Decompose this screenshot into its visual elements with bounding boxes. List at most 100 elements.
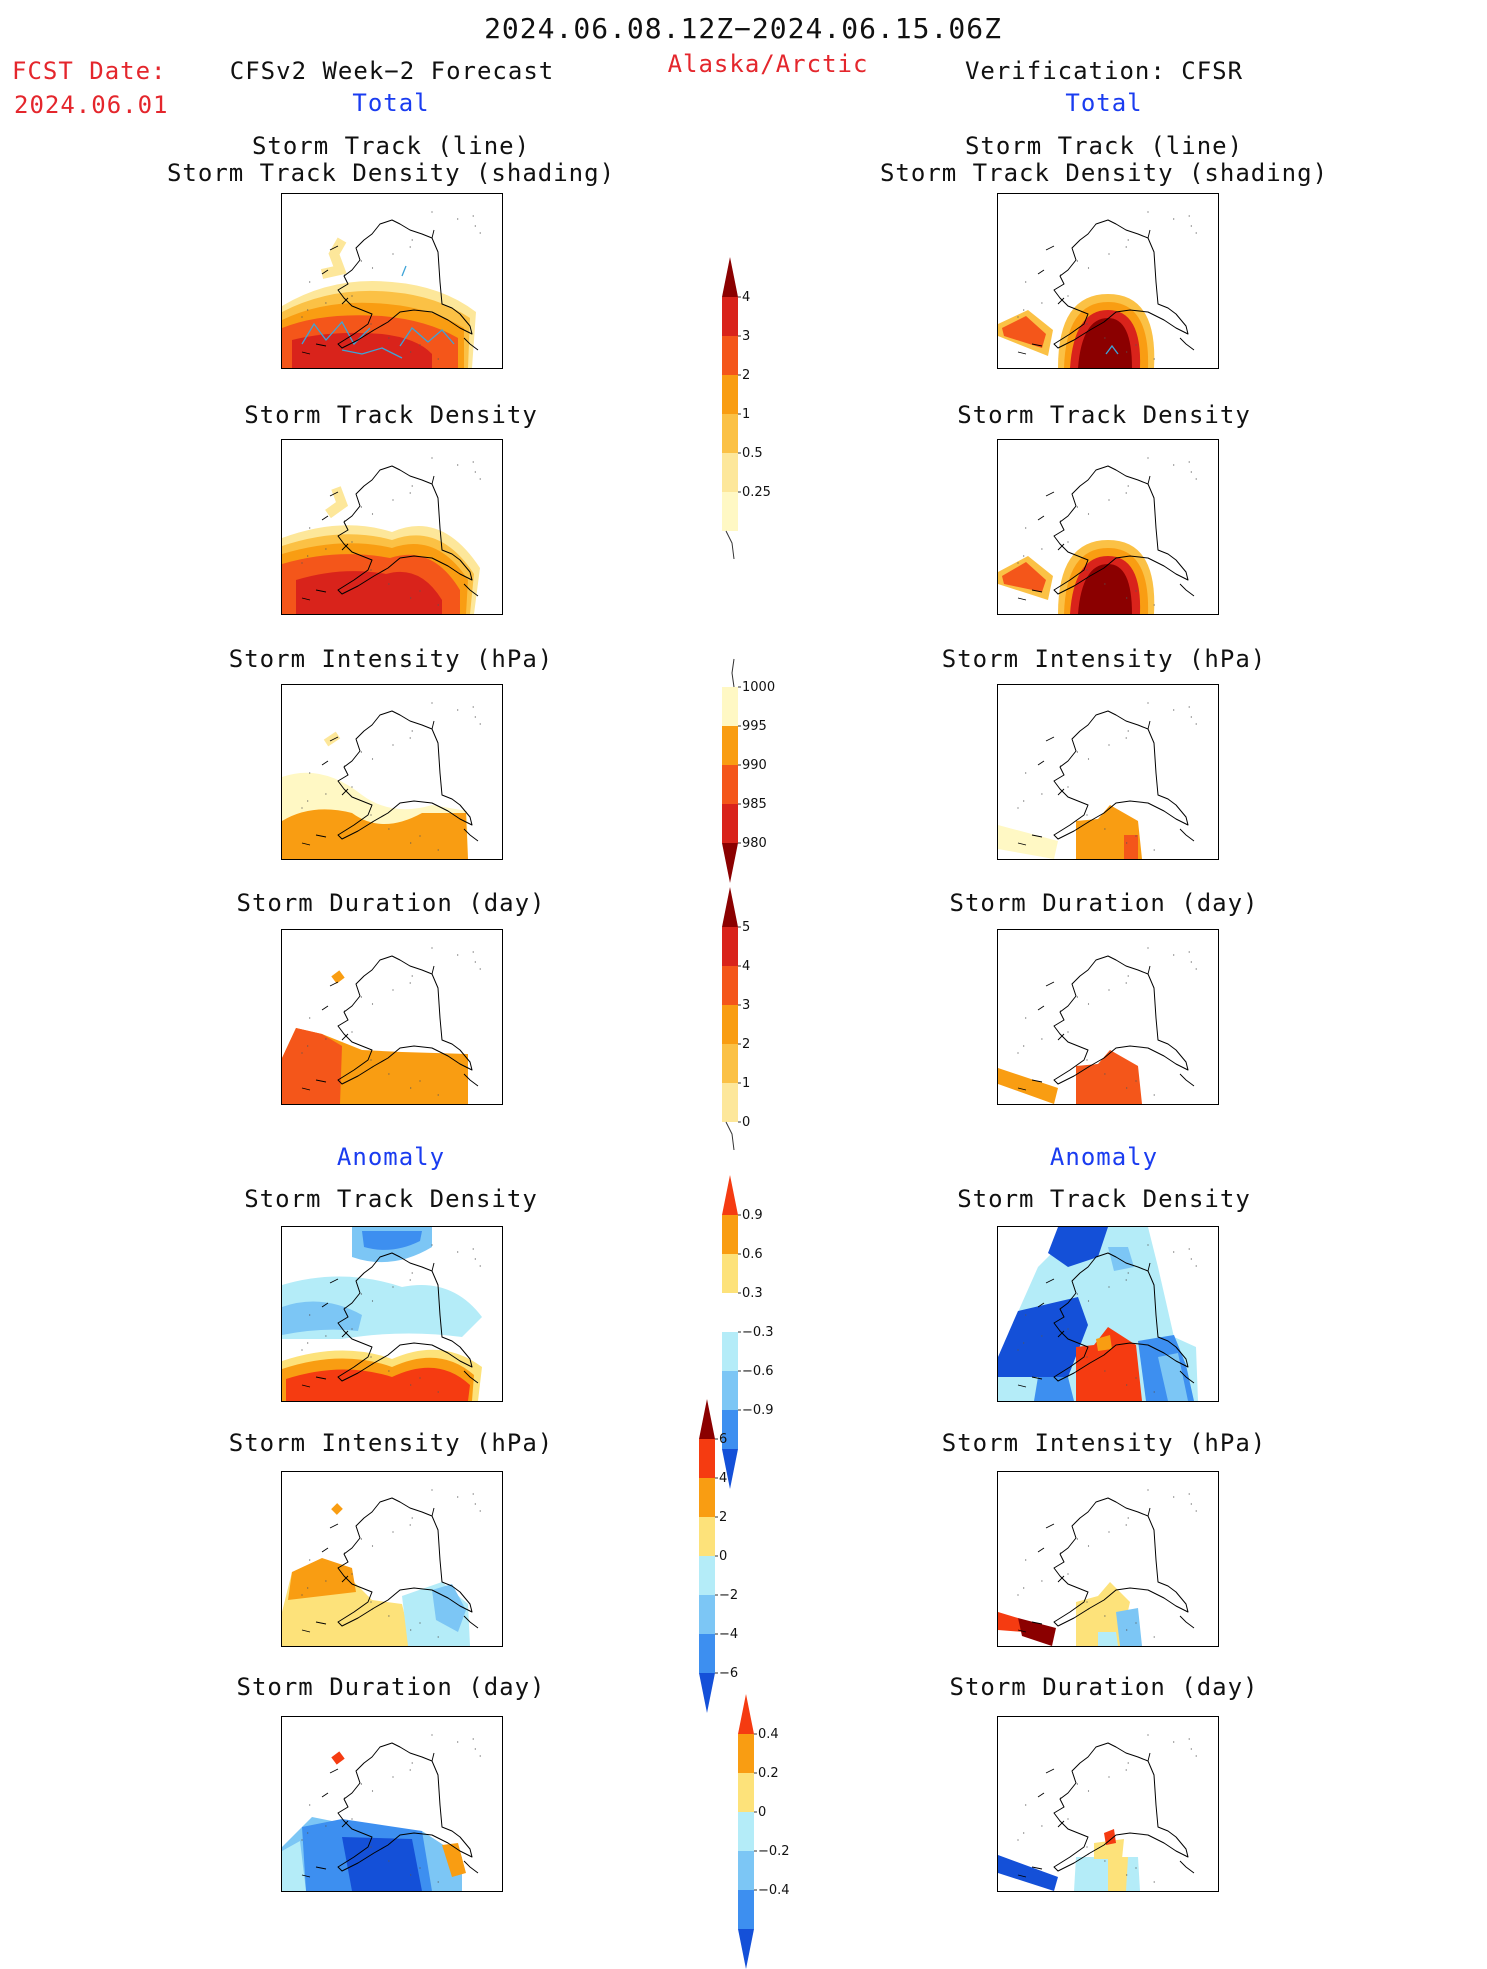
- colorbar-swatch: [722, 414, 738, 453]
- alaska-outline: [1017, 1734, 1197, 1883]
- colorbar-tick-label: 0: [719, 1549, 727, 1564]
- right-anom-intensity-title: Storm Intensity (hPa): [941, 1429, 1267, 1457]
- right-duration-title: Storm Duration (day): [949, 889, 1259, 917]
- colorbar-arrow-bottom: [699, 1673, 715, 1713]
- colorbar-swatch: [722, 726, 738, 765]
- left-track-map: [281, 193, 503, 369]
- colorbar-tick-label: 0: [758, 1805, 766, 1820]
- colorbar-swatch: [699, 1556, 715, 1595]
- colorbar-swatch: [722, 1293, 738, 1332]
- colorbar-swatch: [722, 1410, 738, 1449]
- colorbar-tick-label: 3: [742, 998, 750, 1013]
- colorbar-arrow-top: [738, 1694, 754, 1734]
- right-intensity-map: [997, 684, 1219, 860]
- colorbar-swatch: [722, 375, 738, 414]
- alaska-outline: [1017, 457, 1197, 606]
- colorbar-open-end: [725, 1121, 735, 1151]
- colorbar-swatch: [722, 453, 738, 492]
- left-intensity-map: [281, 684, 503, 860]
- alaska-outline: [301, 457, 481, 606]
- right-anom-duration-title: Storm Duration (day): [949, 1673, 1259, 1701]
- colorbar-swatch: [722, 1332, 738, 1371]
- alaska-outline: [301, 1489, 481, 1638]
- colorbar-tick-label: 6: [719, 1432, 727, 1447]
- colorbar-swatch: [738, 1773, 754, 1812]
- colorbar-tick-label: 1: [742, 1076, 750, 1091]
- colorbar-tick-label: 1000: [742, 680, 775, 695]
- alaska-outline: [1017, 1244, 1197, 1393]
- colorbar-arrow-top: [722, 257, 738, 297]
- fcst-date-label: FCST Date:: [12, 57, 167, 85]
- alaska-outline: [1017, 211, 1197, 360]
- colorbar-arrow-bottom: [738, 1929, 754, 1969]
- colorbar-swatch: [722, 804, 738, 843]
- right-total-label: Total: [1065, 89, 1143, 117]
- alaska-outline: [301, 211, 481, 360]
- colorbar-arrow-bottom: [722, 1449, 738, 1489]
- colorbar-tick-label: 0: [742, 1115, 750, 1130]
- colorbar-swatch: [722, 927, 738, 966]
- colorbar-arrow-top: [722, 1175, 738, 1215]
- left-anom-density-title: Storm Track Density: [244, 1185, 538, 1213]
- right-anomaly-label: Anomaly: [1049, 1143, 1159, 1171]
- colorbar-tick-label: 1: [742, 407, 750, 422]
- colorbar-swatch: [722, 336, 738, 375]
- colorbar-tick-label: 0.2: [758, 1766, 779, 1781]
- alaska-outline: [301, 702, 481, 851]
- colorbar-tick-label: 0.4: [758, 1727, 779, 1742]
- colorbar-tick-label: −6: [719, 1666, 738, 1681]
- colorbar-arrow-top: [722, 887, 738, 927]
- right-intensity-title: Storm Intensity (hPa): [941, 645, 1267, 673]
- left-anom-density-map: [281, 1226, 503, 1402]
- colorbar-tick-label: 5: [742, 920, 750, 935]
- colorbar-swatch: [738, 1890, 754, 1929]
- colorbar-tick-label: 2: [742, 368, 750, 383]
- colorbar-swatch: [722, 1215, 738, 1254]
- period-title: 2024.06.08.12Z−2024.06.15.06Z: [484, 12, 1002, 45]
- colorbar-swatch: [738, 1734, 754, 1773]
- colorbar-tick-label: 995: [742, 719, 767, 734]
- colorbar-tick-label: 4: [742, 959, 750, 974]
- right-model-title: Verification: CFSR: [964, 57, 1244, 85]
- right-density-title: Storm Track Density: [957, 401, 1251, 429]
- colorbar-swatch: [722, 492, 738, 531]
- colorbar-tick-label: 0.9: [742, 1208, 763, 1223]
- region-title: Alaska/Arctic: [667, 50, 869, 78]
- colorbar-tick-label: −2: [719, 1588, 738, 1603]
- colorbar-swatch: [738, 1851, 754, 1890]
- right-anom-density-title: Storm Track Density: [957, 1185, 1251, 1213]
- colorbar-open-end: [725, 530, 735, 560]
- alaska-outline: [1017, 1489, 1197, 1638]
- colorbar-swatch: [722, 1371, 738, 1410]
- left-duration-title: Storm Duration (day): [236, 889, 546, 917]
- colorbar-swatch: [699, 1517, 715, 1556]
- alaska-outline: [301, 1734, 481, 1883]
- right-duration-map: [997, 929, 1219, 1105]
- right-anom-duration-map: [997, 1716, 1219, 1892]
- colorbar-swatch: [722, 765, 738, 804]
- colorbar-tick-label: 2: [719, 1510, 727, 1525]
- left-anom-duration-title: Storm Duration (day): [236, 1673, 546, 1701]
- colorbar-tick-label: 0.3: [742, 1286, 763, 1301]
- alaska-outline: [301, 1244, 481, 1393]
- colorbar-swatch: [699, 1478, 715, 1517]
- colorbar-tick-label: 980: [742, 836, 767, 851]
- left-anom-duration-map: [281, 1716, 503, 1892]
- alaska-outline: [1017, 947, 1197, 1096]
- colorbar-tick-label: −4: [719, 1627, 738, 1642]
- colorbar-tick-label: 4: [742, 290, 750, 305]
- right-density-map: [997, 439, 1219, 615]
- colorbar-swatch: [699, 1595, 715, 1634]
- colorbar-tick-label: 3: [742, 329, 750, 344]
- left-duration-map: [281, 929, 503, 1105]
- colorbar-swatch: [738, 1812, 754, 1851]
- colorbar-tick-label: −0.2: [758, 1844, 790, 1859]
- colorbar-tick-label: 2: [742, 1037, 750, 1052]
- colorbar-swatch: [722, 1083, 738, 1122]
- colorbar-tick-label: −0.4: [758, 1883, 790, 1898]
- colorbar-open-end: [731, 658, 735, 688]
- alaska-outline: [301, 947, 481, 1096]
- colorbar-tick-label: 0.25: [742, 485, 771, 500]
- colorbar-swatch: [722, 966, 738, 1005]
- colorbar-arrow-bottom: [722, 843, 738, 883]
